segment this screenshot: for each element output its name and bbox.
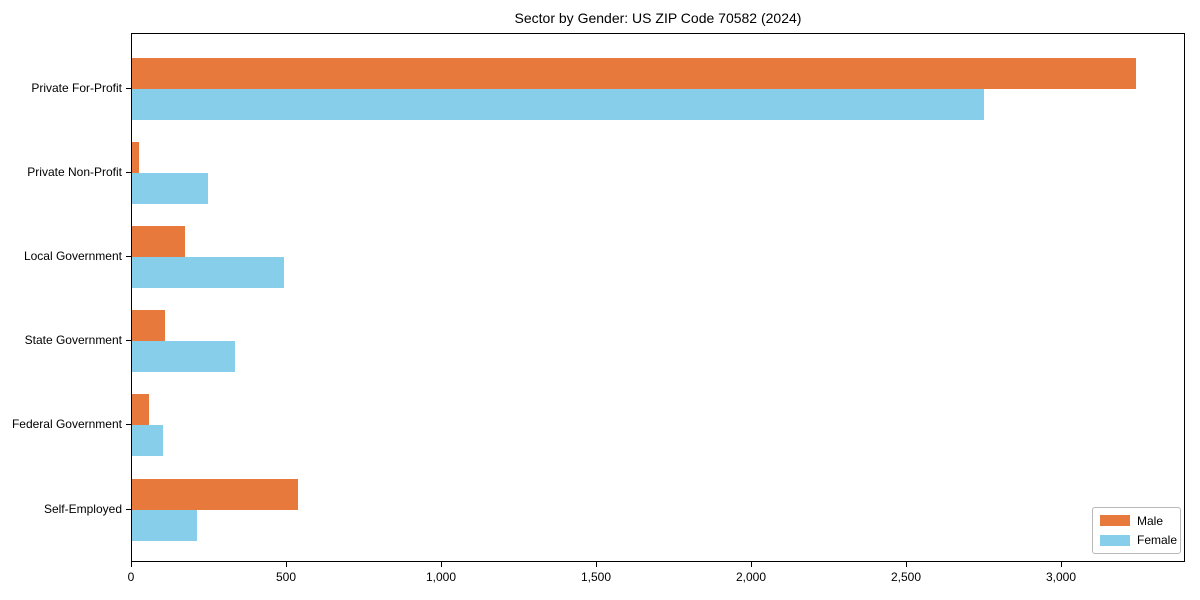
- y-tick-label: Private For-Profit: [31, 81, 122, 95]
- chart-title: Sector by Gender: US ZIP Code 70582 (202…: [514, 10, 802, 26]
- bar-male: [132, 226, 186, 258]
- bar-female: [132, 89, 984, 120]
- x-tick-label: 0: [127, 570, 135, 584]
- x-tick-mark: [1061, 562, 1062, 567]
- bar-female: [132, 425, 164, 457]
- y-tick-mark: [126, 424, 131, 426]
- y-tick-mark: [126, 88, 131, 89]
- x-tick-mark: [131, 562, 132, 567]
- x-tick-label: 1,000: [425, 570, 457, 584]
- bar-male: [132, 478, 298, 510]
- bar-male: [132, 58, 1137, 89]
- y-tick-mark: [126, 508, 131, 510]
- bar-female: [132, 509, 198, 541]
- x-tick-label: 500: [275, 570, 297, 584]
- legend-swatch-male: [1100, 515, 1130, 527]
- y-tick-label: Private Non-Profit: [27, 165, 122, 180]
- legend-swatch-female: [1100, 534, 1130, 546]
- x-tick-label: 2,500: [890, 570, 922, 584]
- x-tick-mark: [596, 562, 597, 567]
- x-tick-mark: [906, 562, 907, 567]
- legend: Male Female: [1092, 507, 1181, 554]
- bar-male: [132, 142, 139, 174]
- y-tick-mark: [126, 340, 131, 342]
- bar-female: [132, 257, 284, 289]
- legend-label-female: Female: [1137, 533, 1178, 548]
- bar-male: [132, 394, 150, 426]
- x-tick-label: 3,000: [1045, 570, 1077, 584]
- y-tick-label: Self-Employed: [43, 501, 122, 516]
- x-tick-label: 2,000: [735, 570, 767, 584]
- legend-label-male: Male: [1137, 513, 1164, 528]
- x-tick-mark: [441, 562, 442, 567]
- bar-female: [132, 173, 208, 205]
- x-tick-label: 1,500: [580, 570, 612, 584]
- bar-male: [132, 310, 165, 342]
- y-tick-mark: [126, 172, 131, 174]
- plot-area: [131, 33, 1185, 562]
- y-tick-label: Federal Government: [11, 417, 122, 432]
- x-tick-mark: [751, 562, 752, 567]
- x-tick-mark: [286, 562, 287, 567]
- bar-female: [132, 341, 236, 373]
- y-tick-label: State Government: [24, 333, 122, 348]
- y-tick-mark: [126, 256, 131, 258]
- legend-item-female: Female: [1100, 533, 1180, 547]
- y-tick-label: Local Government: [23, 249, 122, 264]
- legend-item-male: Male: [1100, 514, 1180, 528]
